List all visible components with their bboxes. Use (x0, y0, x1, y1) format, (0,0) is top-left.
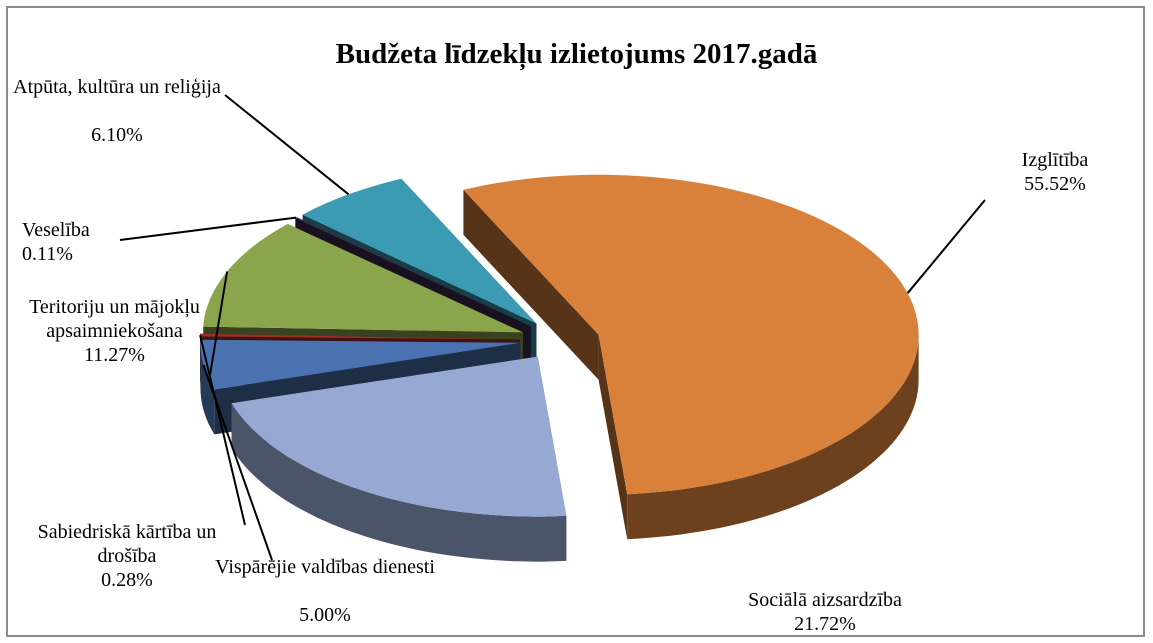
slice (302, 178, 537, 324)
slice (463, 174, 919, 495)
chart-frame (6, 6, 1145, 637)
category-label: Vispārējie valdības dienesti (215, 556, 435, 578)
slice (200, 333, 520, 340)
leader-line (209, 271, 229, 376)
slice-side (231, 403, 567, 562)
slice-face (598, 334, 628, 540)
leader-line (119, 216, 297, 241)
value-label: 6.10% (91, 124, 143, 146)
slice (203, 224, 523, 333)
leader-line (224, 94, 350, 196)
slice-side (200, 342, 215, 435)
category-label: Sabiedriskā kārtība un drošība (37, 521, 217, 567)
category-label: Teritoriju un mājokļu apsaimniekošana (29, 296, 200, 342)
category-label: Veselība (22, 219, 90, 241)
value-label: 21.72% (794, 613, 856, 635)
value-label: 0.11% (22, 243, 73, 265)
value-label: 55.52% (1024, 173, 1086, 195)
leader-line (906, 199, 986, 294)
value-label: 11.27% (84, 344, 145, 366)
category-label: Izglītība (1021, 149, 1089, 171)
category-label: Sociālā aizsardzība (748, 589, 902, 611)
value-label: 0.28% (101, 569, 153, 591)
slice-face (463, 189, 599, 380)
slice-side (627, 334, 919, 540)
chart-title: Budžeta līdzekļu izlietojums 2017.gadā (335, 38, 818, 70)
category-label: Atpūta, kultūra un reliģija (13, 76, 221, 98)
value-label: 5.00% (299, 604, 351, 626)
slice (200, 339, 521, 390)
leader-line (199, 334, 246, 526)
slice (231, 356, 567, 517)
slice (295, 217, 531, 327)
